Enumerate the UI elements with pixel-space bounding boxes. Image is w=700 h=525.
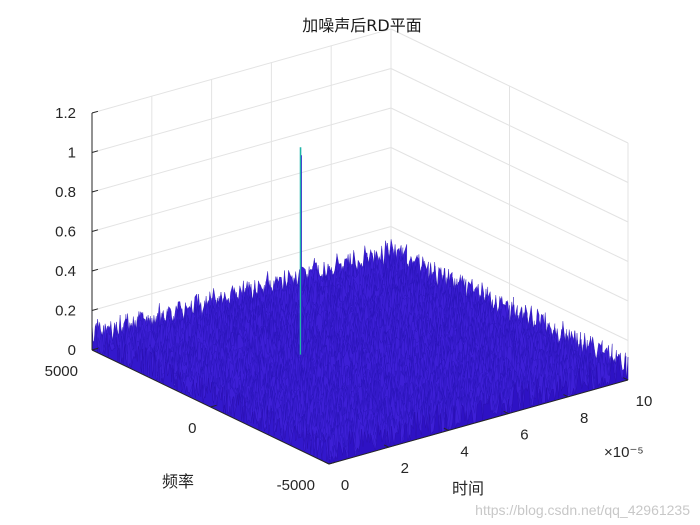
x-tick-mark	[563, 394, 569, 398]
back-wall-grid-line	[91, 147, 392, 232]
z-tick-mark	[91, 268, 99, 272]
y-axis-label: 频率	[162, 472, 194, 491]
z-tick-label: 0.4	[55, 263, 76, 280]
back-wall-grid-line	[91, 107, 392, 193]
side-wall-grid-line	[390, 186, 629, 302]
z-tick-label: 0.8	[55, 184, 76, 201]
z-tick-label: 0	[68, 342, 76, 359]
side-wall-grid-line	[390, 226, 629, 341]
y-tick-label: 5000	[45, 363, 78, 380]
x-tick-label: 2	[401, 460, 409, 477]
back-wall-grid-line	[91, 28, 392, 114]
back-wall-grid-line	[91, 226, 392, 311]
surface-strip	[265, 321, 565, 434]
watermark-text: https://blog.csdn.net/qq_42961235	[475, 502, 690, 518]
y-tick-label: -5000	[277, 477, 315, 494]
x-tick-label: 8	[580, 410, 588, 427]
axis-layer	[91, 110, 629, 465]
side-wall-grid-line	[390, 107, 629, 223]
x-tick-mark	[623, 377, 629, 381]
x-tick-label: 6	[520, 427, 528, 444]
x-axis-line	[328, 379, 629, 465]
x-tick-label: 0	[341, 477, 349, 494]
z-tick-mark	[91, 189, 99, 193]
surface-layer	[91, 147, 629, 465]
surface-left-edge	[91, 321, 330, 465]
z-tick-label: 0.6	[55, 224, 76, 241]
z-tick-mark	[91, 229, 99, 232]
z-tick-label: 0.2	[55, 303, 76, 320]
z-tick-label: 1	[68, 145, 76, 162]
x-tick-label: 4	[460, 443, 468, 460]
x-axis-label: 时间	[452, 479, 484, 498]
back-wall-grid-line	[91, 68, 392, 153]
y-tick-mark	[210, 404, 217, 408]
z-tick-mark	[91, 308, 99, 311]
z-tick-mark	[91, 347, 99, 351]
tick-layer: 0 2 4 6 8 10 5000 0 -5000 0 0.2 0.4 0.6 0.8 1 1.2	[45, 105, 653, 494]
x-tick-mark	[383, 444, 390, 448]
surface-front-edge	[328, 352, 629, 465]
side-wall-grid-line	[390, 147, 629, 262]
x-tick-mark	[503, 410, 509, 415]
side-wall-grid-line	[390, 28, 629, 144]
y-tick-mark	[328, 461, 336, 465]
x-tick-mark	[324, 461, 330, 465]
z-tick-mark	[91, 110, 99, 114]
z-tick-label: 1.2	[55, 105, 76, 122]
x-exponent-label: ×10⁻⁵	[604, 444, 644, 461]
back-wall-grid-line	[91, 186, 392, 272]
y-tick-label: 0	[188, 420, 196, 437]
chart-title: 加噪声后RD平面	[302, 16, 421, 35]
side-wall-grid-line	[390, 68, 629, 183]
x-tick-label: 10	[636, 393, 653, 410]
z-tick-mark	[91, 150, 99, 153]
x-tick-mark	[443, 427, 449, 431]
